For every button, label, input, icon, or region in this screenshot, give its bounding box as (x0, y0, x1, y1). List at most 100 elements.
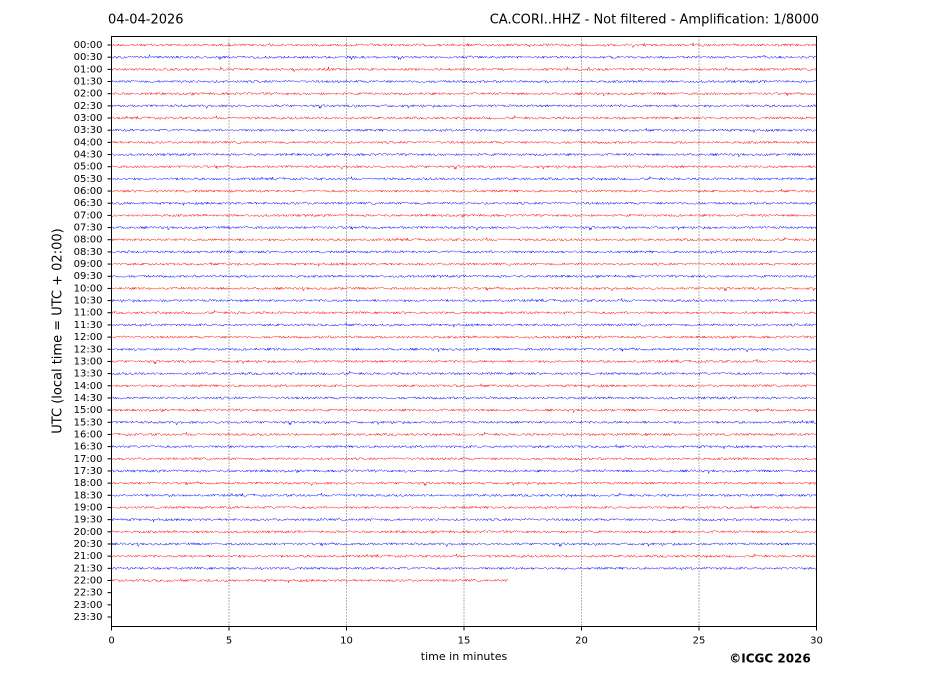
trace (111, 529, 817, 535)
trace (111, 517, 817, 523)
y-tick-label: 18:30 (74, 490, 103, 501)
y-tick-label: 03:30 (74, 125, 103, 136)
trace (111, 419, 817, 426)
trace (111, 53, 817, 61)
y-tick-label: 07:00 (74, 210, 103, 221)
trace (111, 201, 817, 207)
trace (111, 309, 817, 316)
trace (111, 91, 817, 97)
x-tick-label: 10 (340, 636, 353, 647)
y-tick-label: 22:30 (74, 588, 103, 599)
y-tick-label: 13:00 (74, 356, 103, 367)
x-tick-label: 20 (575, 636, 588, 647)
trace (111, 541, 817, 548)
trace (111, 346, 817, 353)
y-tick-label: 19:00 (74, 502, 103, 513)
trace (111, 103, 817, 110)
y-tick-label: 15:00 (74, 405, 103, 416)
y-tick-label: 14:30 (74, 393, 103, 404)
y-tick-label: 15:30 (74, 417, 103, 428)
y-tick-label: 16:00 (74, 429, 103, 440)
trace (111, 480, 817, 487)
trace (111, 188, 817, 194)
y-tick-label: 00:00 (74, 40, 103, 51)
x-tick-label: 30 (810, 636, 823, 647)
trace (111, 175, 817, 182)
y-tick-label: 21:00 (74, 551, 103, 562)
y-tick-label: 10:00 (74, 283, 103, 294)
y-tick-label: 00:30 (74, 52, 103, 63)
y-tick-label: 10:30 (74, 296, 103, 307)
y-axis-label: UTC (local time = UTC + 02:00) (51, 228, 66, 433)
y-tick-label: 03:00 (74, 113, 103, 124)
y-tick-label: 20:30 (74, 539, 103, 550)
trace (111, 225, 817, 231)
x-tick-label: 25 (693, 636, 706, 647)
y-tick-label: 20:00 (74, 527, 103, 538)
y-tick-label: 21:30 (74, 563, 103, 574)
y-tick-label: 19:30 (74, 515, 103, 526)
x-axis-label: time in minutes (421, 650, 508, 663)
trace (111, 42, 817, 49)
trace (111, 358, 817, 365)
y-tick-label: 08:30 (74, 247, 103, 258)
date: 04-04-2026 (108, 13, 184, 28)
trace (111, 152, 817, 158)
y-tick-label: 02:00 (74, 89, 103, 100)
y-tick-label: 05:00 (74, 162, 103, 173)
trace (111, 236, 817, 243)
trace (111, 456, 817, 461)
trace (111, 492, 817, 498)
trace (111, 66, 817, 73)
trace (111, 297, 817, 303)
y-tick-label: 06:30 (74, 198, 103, 209)
x-tick-label: 0 (108, 636, 114, 647)
y-tick-label: 14:00 (74, 381, 103, 392)
trace (111, 114, 817, 121)
y-tick-label: 04:30 (74, 150, 103, 161)
y-tick-label: 02:30 (74, 101, 103, 112)
y-tick-label: 05:30 (74, 174, 103, 185)
y-tick-label: 08:00 (74, 235, 103, 246)
trace (111, 370, 817, 377)
y-tick-label: 23:30 (74, 612, 103, 623)
trace (111, 127, 817, 134)
y-tick-label: 09:00 (74, 259, 103, 270)
chart-title: CA.CORI..HHZ - Not filtered - Amplificat… (490, 13, 819, 28)
y-tick-label: 12:30 (74, 344, 103, 355)
trace (111, 395, 817, 401)
trace (111, 407, 817, 414)
y-tick-label: 06:00 (74, 186, 103, 197)
y-tick-label: 07:30 (74, 223, 103, 234)
trace (111, 274, 817, 279)
trace (111, 286, 817, 292)
y-tick-label: 12:00 (74, 332, 103, 343)
trace (111, 322, 817, 329)
y-tick-label: 17:30 (74, 466, 103, 477)
y-tick-label: 22:00 (74, 575, 103, 586)
y-tick-label: 23:00 (74, 600, 103, 611)
trace (111, 249, 817, 255)
trace (111, 468, 817, 475)
x-tick-label: 5 (226, 636, 232, 647)
y-tick-label: 17:00 (74, 454, 103, 465)
y-tick-label: 01:00 (74, 64, 103, 75)
y-tick-label: 18:00 (74, 478, 103, 489)
y-tick-label: 09:30 (74, 271, 103, 282)
trace (111, 164, 817, 171)
y-tick-label: 11:30 (74, 320, 103, 331)
trace (111, 79, 817, 84)
y-tick-label: 13:30 (74, 369, 103, 380)
trace (111, 140, 817, 145)
y-tick-label: 16:30 (74, 442, 103, 453)
trace (111, 566, 817, 571)
y-tick-label: 01:30 (74, 77, 103, 88)
y-tick-label: 04:00 (74, 137, 103, 148)
trace (111, 334, 817, 340)
x-tick-label: 15 (458, 636, 471, 647)
trace (111, 443, 817, 450)
y-tick-label: 11:00 (74, 308, 103, 319)
credit: ©ICGC 2026 (729, 652, 811, 666)
trace (111, 261, 817, 268)
